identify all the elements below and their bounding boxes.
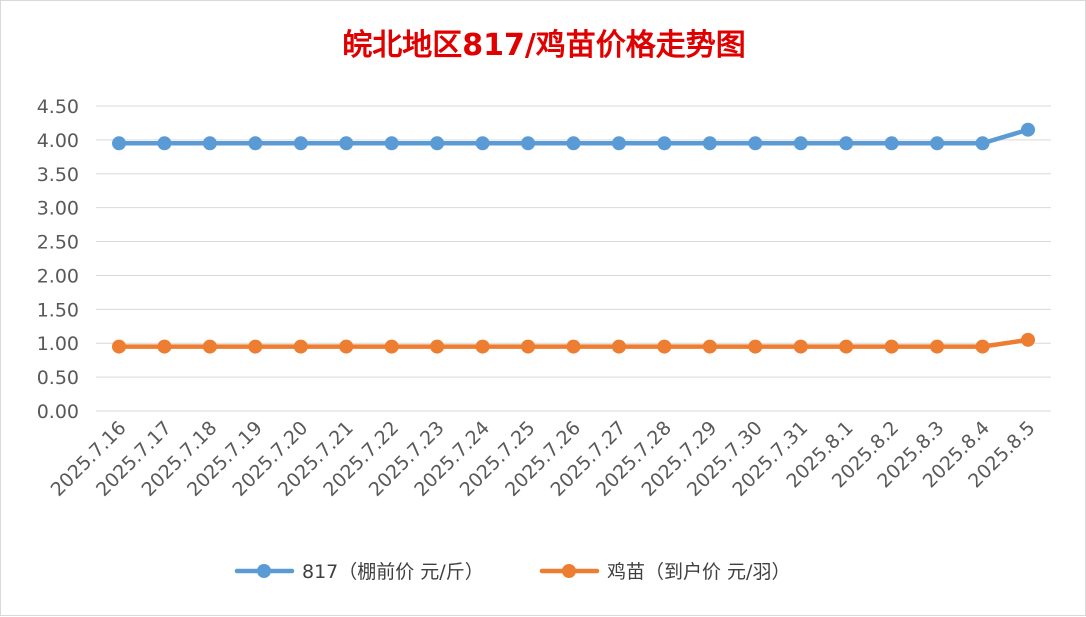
data-point <box>702 339 717 354</box>
y-tick-label: 0.00 <box>37 401 79 423</box>
data-point <box>202 136 217 151</box>
data-point <box>975 339 990 354</box>
y-tick-label: 1.50 <box>37 299 79 321</box>
data-point <box>793 339 808 354</box>
chart-title: 皖北地区817/鸡苗价格走势图 <box>342 28 746 63</box>
data-point <box>566 136 581 151</box>
data-point <box>248 339 263 354</box>
y-tick-label: 2.00 <box>37 265 79 287</box>
data-point <box>475 339 490 354</box>
y-tick-label: 2.50 <box>37 232 79 254</box>
data-point <box>748 136 763 151</box>
y-tick-label: 1.00 <box>37 333 79 355</box>
data-point <box>930 136 945 151</box>
data-point <box>657 136 672 151</box>
data-point <box>521 136 536 151</box>
data-point <box>702 136 717 151</box>
gridlines <box>96 105 1051 412</box>
data-point <box>112 339 126 354</box>
data-point <box>202 339 217 354</box>
data-point <box>1021 122 1035 137</box>
data-point <box>884 136 899 151</box>
data-point <box>112 136 126 151</box>
x-axis: 2025.7.162025.7.172025.7.182025.7.192025… <box>47 417 1040 501</box>
data-point <box>248 136 263 151</box>
data-point <box>975 136 990 151</box>
data-point <box>384 339 399 354</box>
legend-marker <box>562 564 576 578</box>
data-point <box>657 339 672 354</box>
data-point <box>930 339 945 354</box>
legend: 817（棚前价 元/斤） 鸡苗（到户价 元/羽） <box>234 561 790 583</box>
data-point <box>521 339 536 354</box>
data-point <box>793 136 808 151</box>
data-point <box>157 136 172 151</box>
data-point <box>293 136 308 151</box>
y-tick-label: 3.50 <box>37 164 79 186</box>
data-point <box>157 339 172 354</box>
data-point <box>1021 332 1035 347</box>
legend-item: 817（棚前价 元/斤） <box>234 561 484 583</box>
data-point <box>475 136 490 151</box>
data-point <box>430 136 445 151</box>
data-point <box>339 339 354 354</box>
y-tick-label: 4.00 <box>37 130 79 152</box>
legend-label: 鸡苗（到户价 元/羽） <box>607 561 790 583</box>
data-point <box>839 339 854 354</box>
y-axis: 0.00 0.50 1.00 1.50 2.00 2.50 3.00 3.50 4.00 4.50 <box>37 96 79 423</box>
y-tick-label: 0.50 <box>37 367 79 389</box>
legend-item: 鸡苗（到户价 元/羽） <box>539 561 790 583</box>
data-point <box>384 136 399 151</box>
data-point <box>430 339 445 354</box>
data-point <box>611 136 626 151</box>
series-2 <box>112 332 1035 354</box>
legend-label: 817（棚前价 元/斤） <box>302 561 484 583</box>
legend-marker <box>257 564 271 578</box>
data-point <box>339 136 354 151</box>
data-point <box>884 339 899 354</box>
data-point <box>293 339 308 354</box>
data-point <box>611 339 626 354</box>
data-point <box>748 339 763 354</box>
y-tick-label: 3.00 <box>37 198 79 220</box>
data-point <box>839 136 854 151</box>
y-tick-label: 4.50 <box>37 96 79 118</box>
series-group <box>112 122 1035 354</box>
series-1 <box>112 122 1035 151</box>
data-point <box>566 339 581 354</box>
